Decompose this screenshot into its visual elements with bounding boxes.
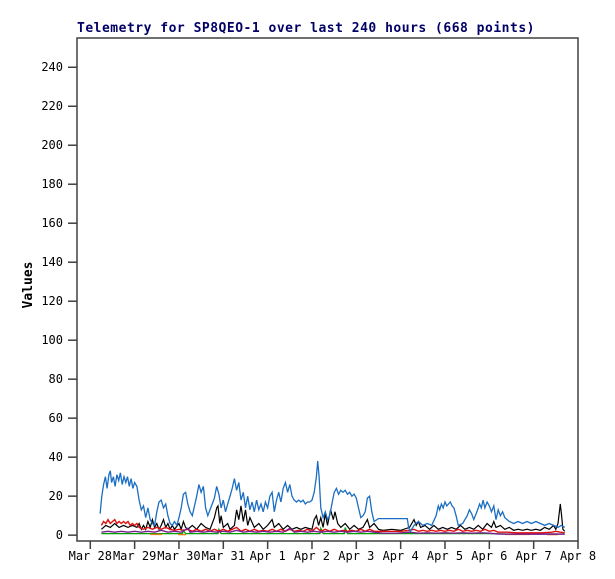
x-tick-label: Apr 2 xyxy=(294,549,330,563)
y-tick-label: 120 xyxy=(41,294,63,308)
y-tick-label: 200 xyxy=(41,138,63,152)
data-series xyxy=(99,461,566,536)
x-tick-label: Apr 6 xyxy=(471,549,507,563)
y-tick-label: 20 xyxy=(49,489,63,503)
plot-frame xyxy=(76,37,579,542)
x-tick-label: Apr 1 xyxy=(250,549,286,563)
y-tick-label: 100 xyxy=(41,333,63,347)
y-tick-label: 160 xyxy=(41,216,63,230)
x-tick-label: Mar 31 xyxy=(202,549,245,563)
x-tick-label: Mar 30 xyxy=(157,549,200,563)
series-channel-black xyxy=(101,503,566,532)
series-channel-purple xyxy=(101,527,565,535)
x-tick-label: Apr 5 xyxy=(427,549,463,563)
y-tick-label: 40 xyxy=(49,450,63,464)
x-tick-label: Mar 29 xyxy=(113,549,156,563)
x-tick-label: Mar 28 xyxy=(69,549,112,563)
x-tick-label: Apr 8 xyxy=(560,549,596,563)
y-tick-label: 180 xyxy=(41,177,63,191)
x-tick-label: Apr 4 xyxy=(383,549,419,563)
x-tick-label: Apr 3 xyxy=(338,549,374,563)
x-tick-label: Apr 7 xyxy=(516,549,552,563)
y-tick-label: 140 xyxy=(41,255,63,269)
y-tick-label: 0 xyxy=(56,528,63,542)
y-tick-label: 240 xyxy=(41,60,63,74)
y-tick-label: 220 xyxy=(41,99,63,113)
chart-title: Telemetry for SP8QEO-1 over last 240 hou… xyxy=(77,21,535,36)
series-channel-blue xyxy=(99,461,566,533)
y-axis-label: Values xyxy=(21,262,36,309)
y-tick-label: 80 xyxy=(49,372,63,386)
y-tick-label: 60 xyxy=(49,411,63,425)
